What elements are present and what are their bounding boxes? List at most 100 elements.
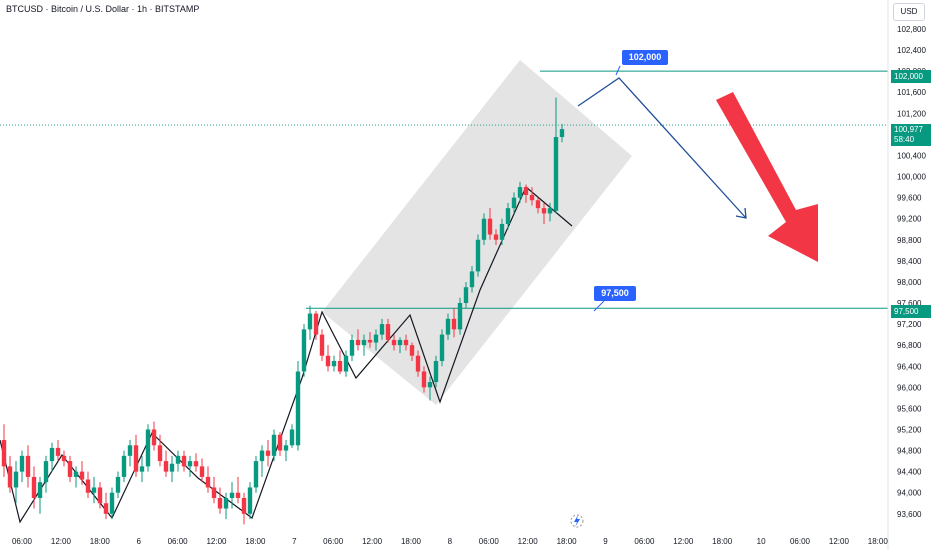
level-price-tag-top: 102,000 bbox=[891, 70, 931, 83]
candle-body bbox=[553, 137, 559, 211]
candle-body bbox=[115, 476, 121, 493]
candle bbox=[13, 461, 19, 504]
candle bbox=[7, 455, 13, 493]
time-tick-label: 06:00 bbox=[12, 537, 33, 546]
candle bbox=[505, 202, 511, 230]
candle bbox=[79, 461, 85, 485]
price-tick-label: 98,400 bbox=[897, 257, 922, 266]
candle-body bbox=[229, 492, 235, 498]
candle bbox=[439, 329, 445, 367]
candle-body bbox=[13, 471, 19, 488]
candle-body bbox=[361, 339, 367, 346]
level-price-tag-bottom: 97,500 bbox=[891, 305, 931, 318]
candle-body bbox=[415, 355, 421, 372]
candle bbox=[349, 334, 355, 361]
price-tick-label: 96,000 bbox=[897, 383, 922, 392]
price-tick-label: 100,400 bbox=[897, 151, 926, 160]
candle-body bbox=[445, 318, 451, 335]
candle bbox=[469, 266, 475, 293]
drawing-overlays bbox=[0, 60, 888, 524]
time-tick-label: 12:00 bbox=[51, 537, 72, 546]
candle bbox=[151, 421, 157, 451]
time-tick-label: 06:00 bbox=[634, 537, 655, 546]
candle-body bbox=[175, 455, 181, 464]
candle bbox=[169, 455, 175, 483]
candle-body bbox=[205, 476, 211, 488]
candle bbox=[43, 455, 49, 493]
candle-body bbox=[349, 339, 355, 356]
time-tick-label: 9 bbox=[603, 537, 608, 546]
candle-body bbox=[463, 287, 469, 304]
candle-body bbox=[319, 334, 325, 356]
candle-body bbox=[49, 447, 55, 462]
candle bbox=[49, 442, 55, 472]
callout-label-top[interactable]: 102,000 bbox=[622, 50, 668, 65]
candle bbox=[217, 487, 223, 514]
candle-body bbox=[325, 355, 331, 367]
candle bbox=[235, 476, 241, 504]
time-tick-label: 18:00 bbox=[868, 537, 889, 546]
time-tick-label: 18:00 bbox=[712, 537, 733, 546]
time-tick-label: 12:00 bbox=[518, 537, 539, 546]
candle bbox=[307, 305, 313, 340]
callout-label-bottom[interactable]: 97,500 bbox=[594, 286, 636, 301]
candle bbox=[463, 281, 469, 309]
time-tick-label: 18:00 bbox=[401, 537, 422, 546]
candle bbox=[529, 187, 535, 206]
candle bbox=[25, 445, 31, 488]
candle bbox=[427, 376, 433, 401]
time-axis: 06:00 12:00 18:00 6 06:00 12:00 18:00 7 06:00 12:… bbox=[12, 514, 889, 546]
candle-body bbox=[331, 360, 337, 367]
candle bbox=[139, 455, 145, 483]
candle-body bbox=[301, 329, 307, 372]
candle-body bbox=[523, 187, 529, 195]
candle-body bbox=[427, 382, 433, 388]
candle-body bbox=[133, 445, 139, 472]
candle bbox=[541, 202, 547, 224]
bar-countdown: 58:40 bbox=[894, 135, 915, 144]
candle bbox=[1, 424, 7, 477]
price-tick-label: 95,200 bbox=[897, 425, 922, 434]
candle bbox=[253, 455, 259, 493]
candle-body bbox=[535, 200, 541, 209]
candle-body bbox=[343, 355, 349, 372]
candle-body bbox=[271, 434, 277, 456]
candle-body bbox=[157, 445, 163, 462]
candle bbox=[289, 424, 295, 448]
time-tick-label: 12:00 bbox=[673, 537, 694, 546]
candle-body bbox=[307, 313, 313, 330]
price-tick-label: 94,000 bbox=[897, 489, 922, 498]
time-tick-label: 12:00 bbox=[362, 537, 383, 546]
time-tick-label: 06:00 bbox=[790, 537, 811, 546]
candle-body bbox=[517, 187, 523, 198]
projected-path-arrowhead bbox=[735, 207, 747, 219]
currency-button[interactable]: USD bbox=[893, 3, 925, 21]
chart-symbol-header: BTCUSD · Bitcoin / U.S. Dollar · 1h · BI… bbox=[6, 4, 200, 14]
candle bbox=[367, 332, 373, 348]
candle-series bbox=[1, 97, 565, 525]
candle-body bbox=[493, 234, 499, 240]
price-tick-label: 99,600 bbox=[897, 194, 922, 203]
candle-body bbox=[151, 429, 157, 446]
candle-body bbox=[61, 455, 67, 462]
price-tick-label: 96,800 bbox=[897, 341, 922, 350]
candle bbox=[187, 455, 193, 477]
candle bbox=[385, 318, 391, 343]
candle bbox=[247, 482, 253, 520]
candle-body bbox=[55, 447, 61, 456]
candle-body bbox=[481, 218, 487, 240]
price-tick-label: 95,600 bbox=[897, 404, 922, 413]
candle bbox=[475, 234, 481, 277]
candle bbox=[553, 97, 559, 214]
candle-body bbox=[433, 360, 439, 383]
candle-body bbox=[163, 461, 169, 472]
candle-body bbox=[403, 339, 409, 346]
candle-body bbox=[169, 463, 175, 472]
candle-body bbox=[121, 455, 127, 477]
time-tick-label: 7 bbox=[292, 537, 297, 546]
candle-body bbox=[187, 461, 193, 467]
candle-body bbox=[409, 345, 415, 356]
candle bbox=[241, 492, 247, 525]
time-tick-label: 18:00 bbox=[90, 537, 111, 546]
